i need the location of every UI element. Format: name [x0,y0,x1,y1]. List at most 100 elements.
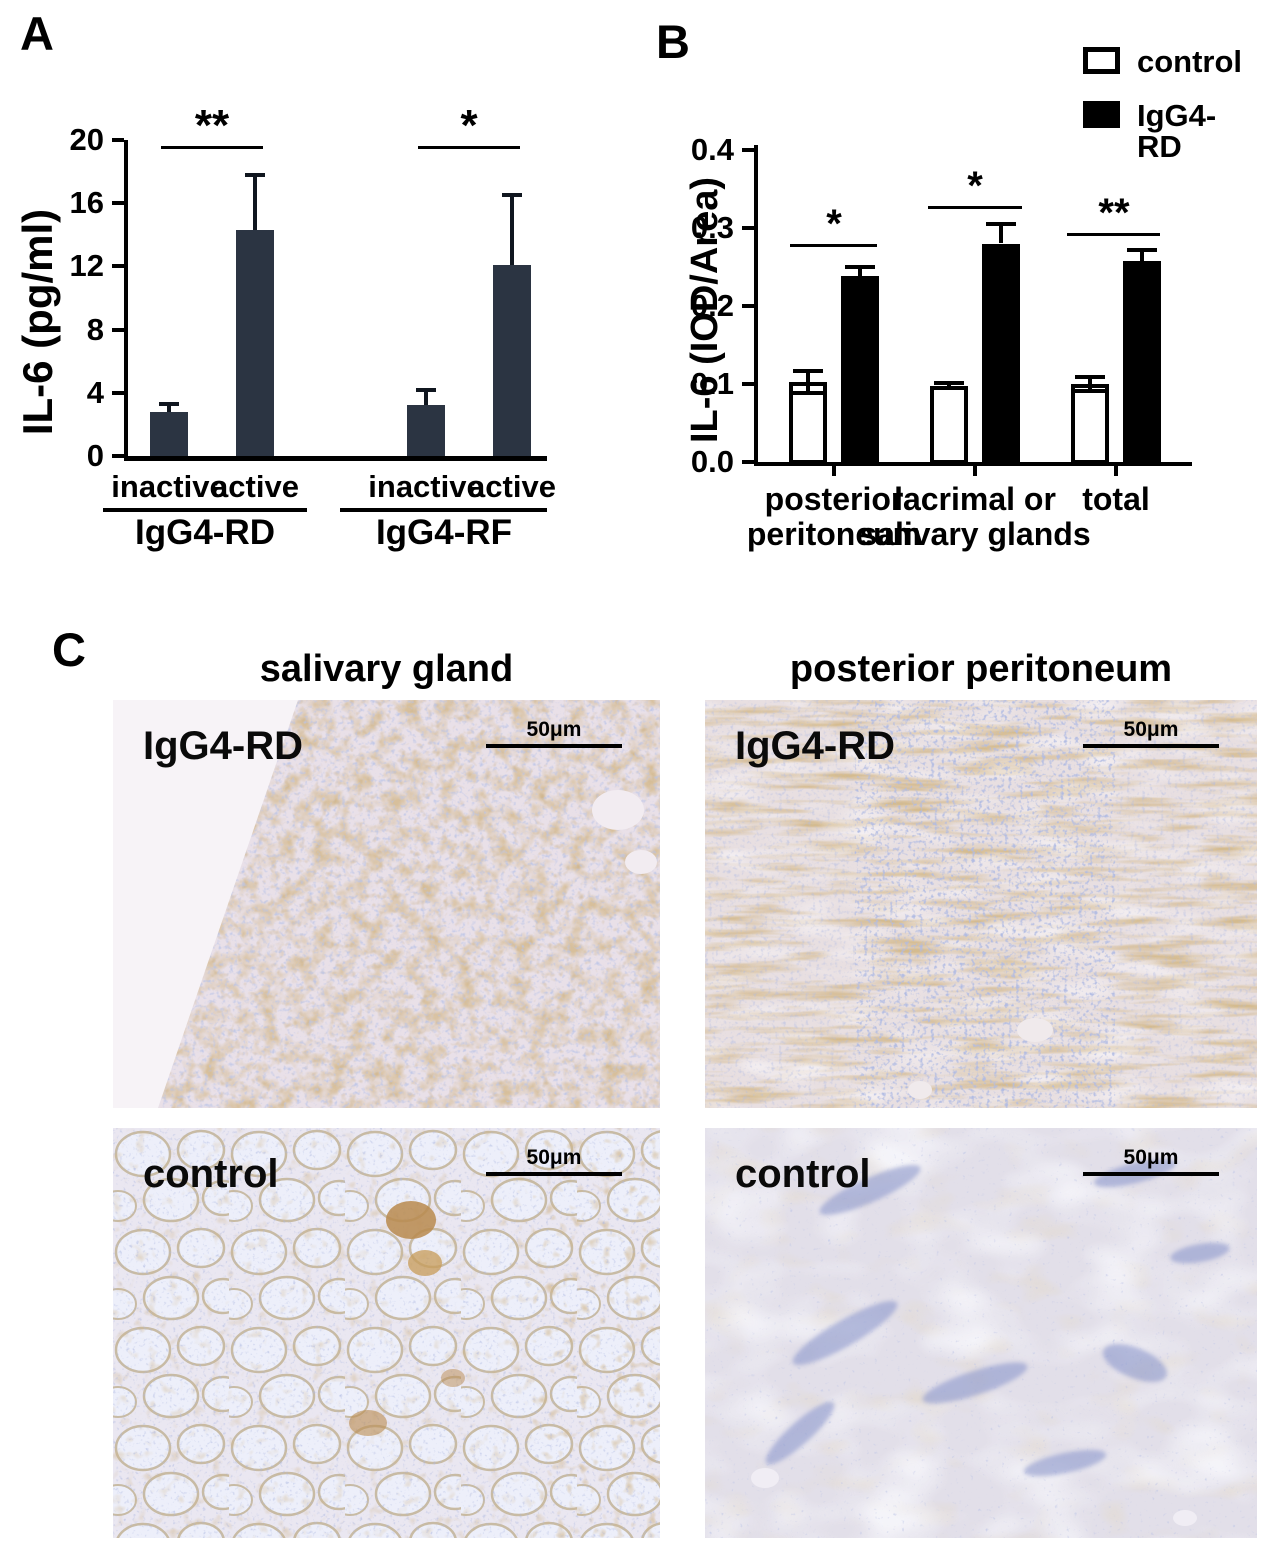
x-category-line: peritoneum [746,516,922,552]
error-bar-cap [1127,248,1157,252]
error-bar-cap [1075,375,1105,379]
significance-line [928,206,1022,209]
micrograph-label: control [735,1152,871,1196]
y-tick-label: 16 [69,185,104,220]
x-category-label: total [981,482,1251,517]
column-title-posterior-peritoneum: posterior peritoneum [789,648,1173,690]
group-underline [103,508,307,512]
y-tick [742,304,754,308]
bar-active [236,230,274,456]
group-label: IgG4-RD [135,513,275,552]
micrograph-control-peritoneum: control 50μm [705,1128,1257,1538]
error-bar-cap [1075,389,1105,393]
y-tick [112,138,124,142]
bar-inactive [150,412,188,456]
legend-label-control: control [1137,44,1243,79]
error-bar-stem [253,175,257,230]
significance-label: * [967,164,983,208]
error-bar-stem [947,383,951,388]
y-tick-label: 0.3 [690,210,734,245]
y-axis [754,145,758,466]
y-tick [112,391,124,395]
micrograph-label: IgG4-RD [143,724,303,768]
bar-IgG4-RD [982,244,1020,464]
panel-c-label: C [52,623,86,676]
significance-label: * [826,202,842,246]
y-tick [112,201,124,205]
error-bar-cap [159,402,179,406]
scale-bar: 50μm [486,718,622,748]
y-tick [112,454,124,458]
x-axis [754,462,1192,466]
bar-control [1071,384,1109,464]
micrograph-label: IgG4-RD [735,724,895,768]
x-category-label: inactive [111,469,227,504]
error-bar-stem [510,195,514,265]
legend-label-igg4rd: IgG4-RD [1137,98,1217,164]
x-axis [124,456,547,461]
y-tick-label: 0.1 [690,366,734,401]
bar-active [493,265,531,456]
group-label: IgG4-RF [375,513,513,552]
significance-line [161,146,263,149]
x-group-tick [973,466,977,476]
bar-control [930,386,968,464]
error-bar-stem [167,404,171,412]
bar-inactive [407,405,445,456]
scale-bar-line [486,1172,622,1176]
scale-bar-label: 50μm [1123,718,1179,741]
y-tick-label: 12 [69,248,104,283]
error-bar-cap [845,265,875,269]
y-tick [742,460,754,464]
x-group-tick [832,466,836,476]
bar-control [789,382,827,464]
scale-bar-label: 50μm [526,1146,582,1169]
error-bar-cap [934,386,964,390]
ihc-texture-control-peritoneum [705,1128,1257,1538]
y-tick-label: 4 [86,375,104,410]
error-bar-stem [1088,377,1092,391]
scale-bar: 50μm [1083,718,1219,748]
micrograph-label: control [143,1152,279,1196]
y-tick-label: 0.0 [690,444,734,479]
significance-line [790,244,877,247]
y-axis [124,140,128,461]
x-category-line: salivary glands [859,516,1091,552]
scale-bar: 50μm [486,1146,622,1176]
panel-a-label: A [20,7,54,60]
y-tick [742,226,754,230]
bar-IgG4-RD [1123,261,1161,464]
x-category-label: active [211,469,299,504]
error-bar-cap [934,381,964,385]
scale-bar-line [486,744,622,748]
y-tick-label: 8 [86,312,104,347]
legend-swatch-igg4rd [1083,101,1120,128]
error-bar-cap [416,388,436,392]
error-bar-cap [245,173,265,177]
significance-label: ** [194,101,230,150]
error-bar-stem [1140,250,1144,261]
scale-bar: 50μm [1083,1146,1219,1176]
y-tick-label: 0.2 [690,288,734,323]
y-tick [742,148,754,152]
ihc-texture-igg4rd-salivary [113,700,660,1108]
ihc-texture-igg4rd-peritoneum [705,700,1257,1108]
significance-label: ** [1098,191,1130,235]
x-category-line: lacrimal or [894,481,1056,517]
error-bar-cap [502,193,522,197]
scale-bar-line [1083,744,1219,748]
x-group-tick [1114,466,1118,476]
x-category-label: active [468,469,556,504]
group-underline [340,508,547,512]
y-tick [742,382,754,386]
error-bar-cap [986,222,1016,226]
x-category-label: posterior peritoneum [699,482,969,552]
x-category-line: total [1082,481,1150,517]
x-category-label: lacrimal or salivary glands [840,482,1110,552]
x-category-label: inactive [368,469,484,504]
error-bar-stem [424,390,428,406]
ihc-texture-control-salivary [113,1128,660,1538]
y-tick-label: 0 [86,438,104,473]
bar-IgG4-RD [841,276,879,464]
